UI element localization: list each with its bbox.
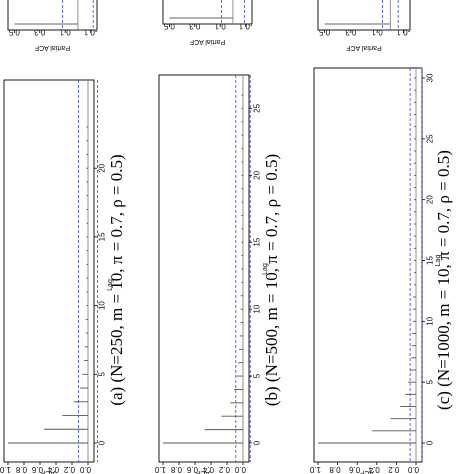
acf-y-axis-label: ACF (41, 469, 55, 474)
lag-tick-label: 5 (253, 373, 262, 378)
lag-tick-label: 10 (98, 301, 107, 310)
panel-b: 0.0 0.2 0.4 0.6 0.8 1.0 ACF 0 5 10 15 20 25 Lag(b) (N… (154, 0, 281, 474)
acf-value-tick-label: 1.0 (0, 465, 11, 474)
acf-value-tick-label: 0.6 (186, 465, 198, 474)
pacf-value-tick-label: 0.1 (214, 21, 226, 30)
lag-tick-label: 20 (98, 163, 107, 172)
acf-value-tick-label: 0.6 (31, 465, 43, 474)
pacf-y-axis-label: Partial ACF (35, 44, 70, 51)
pacf-plot-frame (7, 0, 98, 31)
acf-plot-frame (3, 79, 95, 463)
acf-value-tick-label: 0.8 (329, 465, 341, 474)
acf-value-tick-label: 0.0 (234, 465, 246, 474)
panel-c: 0.0 0.2 0.4 0.6 0.8 1.0 ACF 0 5 10 15 20 25 30 Lag(c) … (309, 0, 453, 474)
acf-value-tick-label: 0.0 (79, 465, 91, 474)
lag-tick-label: 10 (426, 316, 435, 325)
acf-value-tick-label: 0.4 (368, 465, 380, 474)
pacf-y-axis-label: Partial ACF (190, 38, 225, 45)
lag-axis-label: Lag (435, 255, 442, 267)
acf-value-tick-label: 0.8 (170, 465, 182, 474)
pacf-y-axis-label: Partial ACF (346, 44, 381, 51)
lag-tick-label: 5 (426, 379, 435, 384)
lag-tick-label: 25 (253, 103, 262, 112)
lag-tick-label: 0 (253, 440, 262, 445)
pacf-value-tick-label: 0.3 (34, 27, 46, 36)
lag-axis-label: Lag (262, 263, 269, 275)
pacf-value-tick-label: 0.5 (318, 27, 330, 36)
acf-plot-frame (158, 74, 250, 463)
acf-value-tick-label: 0.2 (63, 465, 75, 474)
panel-caption: (a) (N=250, m = 10, π = 0.7, ρ = 0.5) (107, 154, 126, 405)
lag-tick-label: 20 (426, 195, 435, 204)
acf-value-tick-label: 1.0 (154, 465, 166, 474)
pacf-plot-frame (162, 0, 253, 25)
pacf-value-tick-label: 0.3 (189, 21, 201, 30)
pacf-partial-panel: -0.1 0.1 0.3 0.5 Partial ACF (162, 0, 253, 45)
pacf-value-tick-label: -0.1 (238, 21, 252, 30)
pacf-partial-panel: -0.1 0.1 0.3 0.5 Partial ACF (317, 0, 411, 51)
acf-y-axis-label: ACF (360, 469, 374, 474)
pacf-plot-frame (317, 0, 411, 31)
lag-tick-label: 15 (98, 232, 107, 241)
lag-tick-label: 15 (253, 237, 262, 246)
acf-y-axis-label: ACF (196, 469, 210, 474)
panel-a: 0.0 0.2 0.4 0.6 0.8 1.0 ACF 0 5 10 15 20 Lag(a) (N=2… (0, 0, 126, 474)
pacf-value-tick-label: 0.5 (163, 21, 175, 30)
pacf-value-tick-label: -0.1 (83, 27, 97, 36)
acf-value-tick-label: 0.4 (202, 465, 214, 474)
lag-axis-label: Lag (107, 279, 114, 291)
lag-tick-label: 0 (426, 440, 435, 445)
panel-caption: (b) (N=500, m = 10, π = 0.7, ρ = 0.5) (262, 154, 281, 406)
pacf-value-tick-label: 0.1 (59, 27, 71, 36)
lag-tick-label: 30 (426, 73, 435, 82)
lag-tick-label: 0 (98, 440, 107, 445)
acf-value-tick-label: 0.4 (47, 465, 59, 474)
acf-value-tick-label: 0.2 (218, 465, 230, 474)
lag-tick-label: 25 (426, 134, 435, 143)
acf-value-tick-label: 0.8 (15, 465, 27, 474)
pacf-value-tick-label: 0.1 (371, 27, 383, 36)
acf-value-tick-label: 0.0 (407, 465, 419, 474)
panel-caption: (c) (N=1000, m = 10, π = 0.7, ρ = 0.5) (434, 150, 453, 410)
pacf-partial-panel: -0.1 0.1 0.3 0.5 Partial ACF (7, 0, 98, 51)
lag-tick-label: 20 (253, 170, 262, 179)
lag-tick-label: 10 (253, 304, 262, 313)
pacf-value-tick-label: 0.3 (345, 27, 357, 36)
pacf-value-tick-label: 0.5 (8, 27, 20, 36)
acf-value-tick-label: 0.6 (349, 465, 361, 474)
lag-tick-label: 15 (426, 256, 435, 265)
lag-tick-label: 5 (98, 372, 107, 377)
acf-plot-frame (313, 67, 423, 463)
pacf-value-tick-label: -0.1 (396, 27, 410, 36)
acf-value-tick-label: 1.0 (309, 465, 321, 474)
acf-value-tick-label: 0.2 (388, 465, 400, 474)
